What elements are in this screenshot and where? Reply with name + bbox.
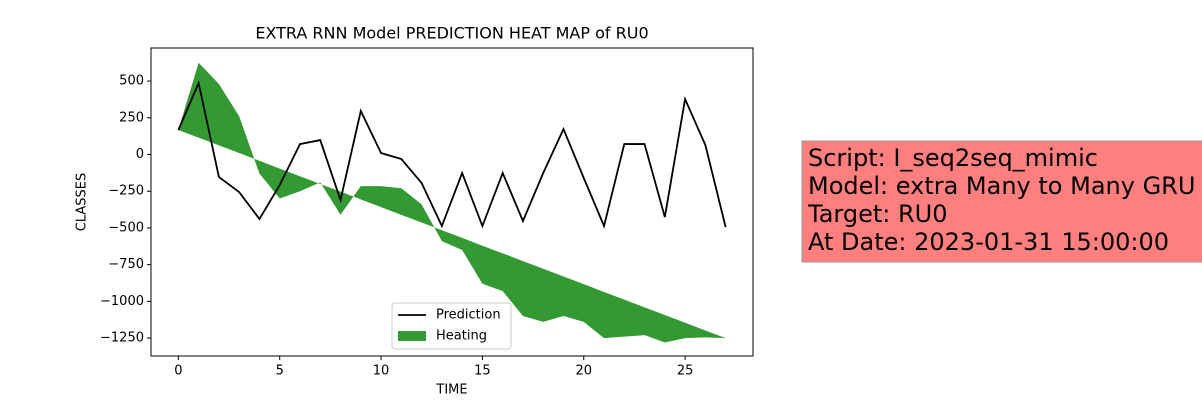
annotation-text: Target: RU0 <box>807 200 947 228</box>
y-tick-label: 250 <box>119 110 144 125</box>
line <box>177 80 727 229</box>
y-tick-label: −250 <box>108 184 144 199</box>
chart-title: EXTRA RNN Model PREDICTION HEAT MAP of R… <box>255 24 648 43</box>
x-tick-label: 15 <box>474 364 491 379</box>
annotation-box <box>801 140 1202 263</box>
y-tick-label: −1250 <box>100 331 144 346</box>
x-tick-label: 10 <box>373 364 390 379</box>
y-tick-label: 0 <box>136 147 144 162</box>
annotation-text: At Date: 2023-01-31 15:00:00 <box>808 228 1169 256</box>
y-axis-label: CLASSES <box>75 173 90 231</box>
y-tick-label: −750 <box>108 257 144 272</box>
legend-label: Prediction <box>436 308 501 323</box>
x-tick-label: 20 <box>575 364 592 379</box>
annotation-text: Script: I_seq2seq_mimic <box>808 144 1098 172</box>
plot-frame <box>150 47 754 357</box>
x-axis-label: TIME <box>435 383 467 398</box>
annotation-text: Model: extra Many to Many GRU <box>808 172 1195 200</box>
x-tick-label: 5 <box>276 364 284 379</box>
area <box>178 62 726 343</box>
x-tick-label: 0 <box>174 364 182 379</box>
x-tick-label: 25 <box>677 364 694 379</box>
y-tick-label: −1000 <box>100 294 144 309</box>
legend-swatch <box>398 331 426 341</box>
y-tick-label: 500 <box>119 74 144 89</box>
y-tick-label: −500 <box>108 220 144 235</box>
legend-label: Heating <box>436 329 487 344</box>
